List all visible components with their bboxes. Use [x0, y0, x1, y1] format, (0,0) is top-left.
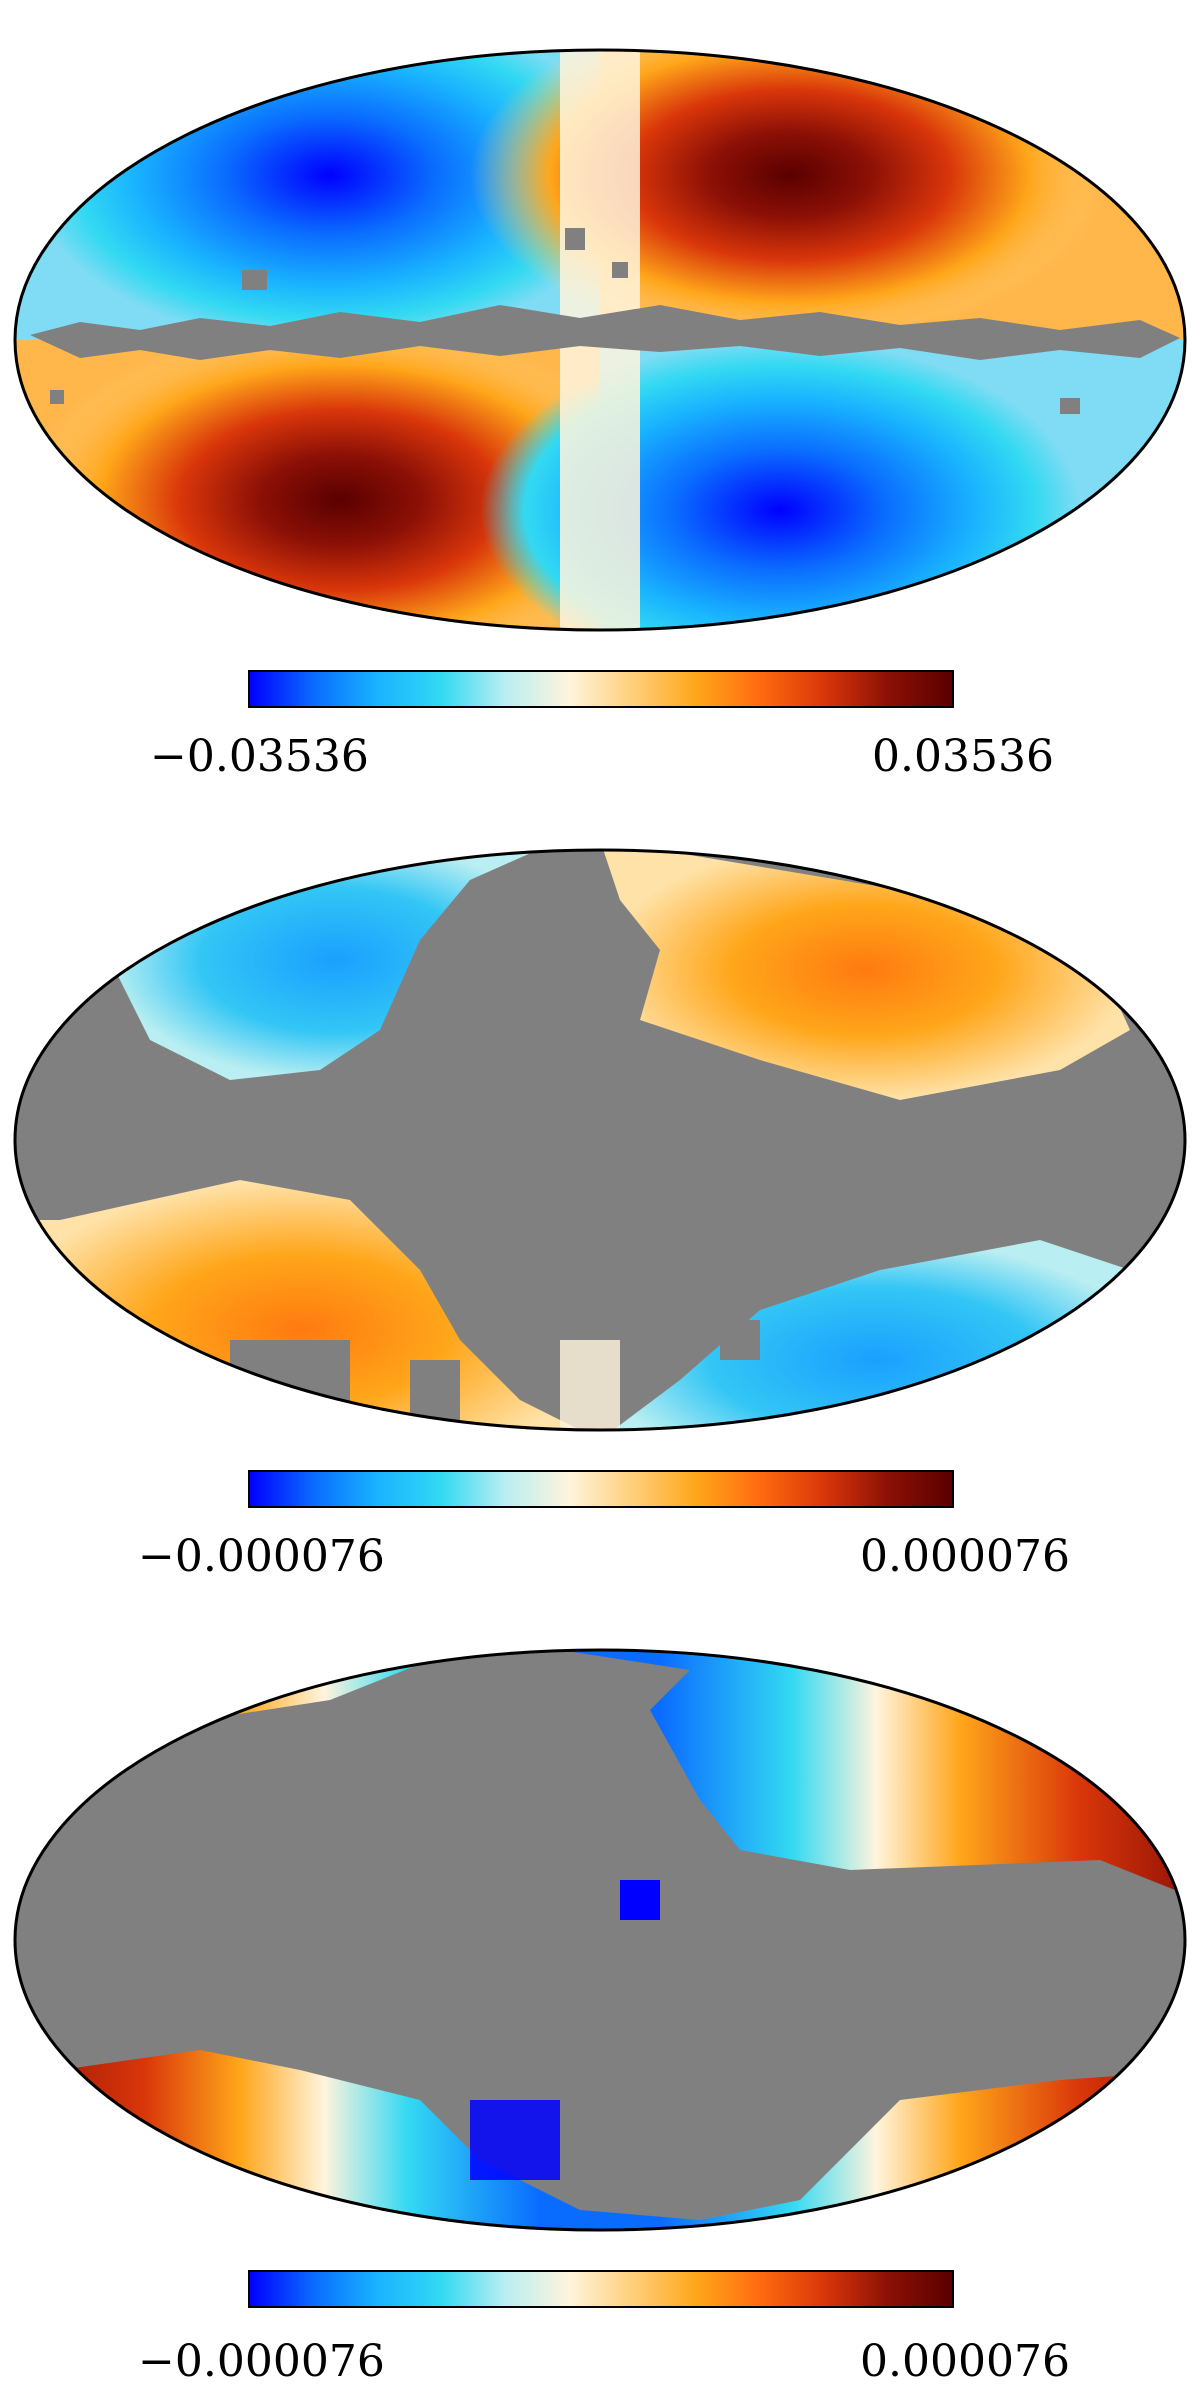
colorbar-min-label-1: −0.03536	[150, 731, 369, 782]
colorbar-max-label-1: 0.03536	[872, 731, 1054, 782]
colorbar-2	[248, 1470, 954, 1508]
colorbar-max-label-2: 0.000076	[860, 1531, 1070, 1582]
map-panel-2: −0.000076 0.000076	[0, 800, 1200, 1600]
colorbar-1	[248, 670, 954, 708]
mollweide-map-3	[13, 1648, 1187, 2232]
map-panel-1: −0.03536 0.03536	[0, 0, 1200, 800]
mollweide-map-1	[13, 48, 1187, 632]
colorbar-3	[248, 2270, 954, 2308]
map-panel-3: −0.000076 0.000076	[0, 1600, 1200, 2405]
colorbar-max-label-3: 0.000076	[860, 2336, 1070, 2387]
colorbar-min-label-3: −0.000076	[138, 2336, 385, 2387]
mollweide-map-2	[13, 848, 1187, 1432]
colorbar-min-label-2: −0.000076	[138, 1531, 385, 1582]
